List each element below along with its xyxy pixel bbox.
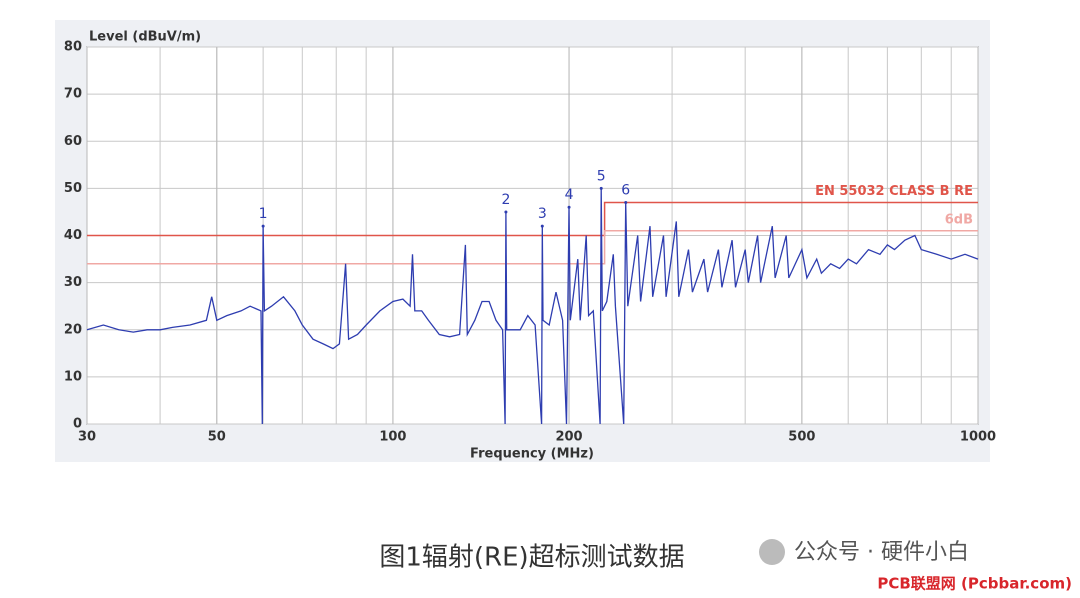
marker-label: 6 <box>621 183 630 199</box>
marker-point <box>567 205 571 209</box>
x-tick-label: 50 <box>208 430 226 445</box>
caption: 图1辐射(RE)超标测试数据 <box>379 543 684 573</box>
y-tick-label: 50 <box>64 181 82 196</box>
marker-label: 3 <box>538 206 547 222</box>
y-tick-label: 40 <box>64 228 82 243</box>
x-tick-label: 500 <box>788 430 815 445</box>
limit-line <box>87 201 978 237</box>
y-tick-label: 70 <box>64 87 82 102</box>
marker-point <box>540 224 544 228</box>
marker-point <box>261 224 265 228</box>
y-tick-label: 30 <box>64 275 82 290</box>
marker-label: 5 <box>597 168 606 184</box>
marker-label: 2 <box>501 192 510 208</box>
marker-label: 1 <box>259 206 268 222</box>
x-tick-label: 200 <box>555 430 582 445</box>
x-tick-label: 30 <box>78 430 96 445</box>
y-tick-label: 20 <box>64 322 82 337</box>
y-tick-label: 10 <box>64 369 82 384</box>
limit-label: EN 55032 CLASS B RE <box>815 184 973 199</box>
y-tick-label: 80 <box>64 40 82 55</box>
y-tick-label: 60 <box>64 134 82 149</box>
source: PCB联盟网 (Pcbbar.com) <box>877 575 1072 593</box>
marker-point <box>624 201 628 205</box>
wechat-icon <box>759 539 785 565</box>
x-tick-label: 100 <box>379 430 406 445</box>
watermark: 公众号 · 硬件小白 <box>794 540 969 565</box>
marker-point <box>599 186 603 190</box>
y-tick-label: 0 <box>73 417 82 432</box>
spectrum-trace <box>86 188 979 425</box>
marker-point <box>504 210 508 214</box>
y-axis-title: Level (dBuV/m) <box>89 30 201 45</box>
x-tick-label: 1000 <box>960 430 996 445</box>
marker-label: 4 <box>565 187 574 203</box>
limit-label: 6dB <box>945 212 973 227</box>
x-axis-title: Frequency (MHz) <box>470 447 594 462</box>
plot: 0 10 20 30 40 50 60 70 80 30 50 100 200 500 1000 EN 550… <box>64 40 996 445</box>
